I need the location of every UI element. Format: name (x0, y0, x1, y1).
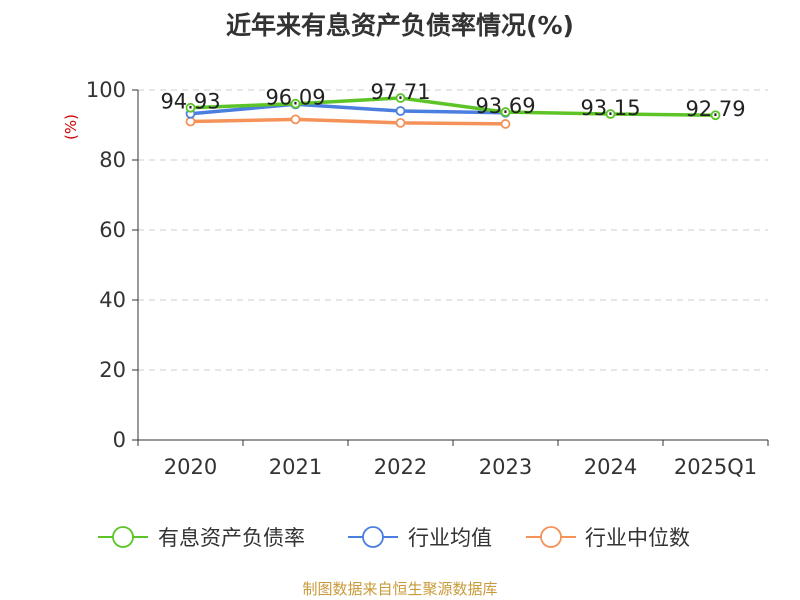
series-line (188, 117, 508, 126)
data-label: 97.71 (370, 80, 430, 104)
data-point (395, 93, 406, 103)
data-point (605, 109, 616, 119)
x-tick-label: 2021 (269, 455, 322, 479)
data-label: 92.79 (685, 97, 745, 121)
data-label: 94.93 (160, 90, 220, 114)
data-point (500, 119, 511, 129)
data-point (500, 107, 511, 117)
legend-swatch-marker (540, 526, 562, 548)
y-tick-label: 100 (86, 78, 126, 102)
legend-swatch-marker (112, 526, 134, 548)
data-point (395, 106, 406, 116)
legend-label: 行业均值 (408, 526, 492, 550)
chart-title: 近年来有息资产负债率情况(%) (226, 11, 574, 40)
data-source-footer: 制图数据来自恒生聚源数据库 (302, 580, 498, 598)
y-tick-label: 80 (99, 148, 126, 172)
data-point (185, 102, 196, 113)
y-tick-label: 40 (99, 288, 126, 312)
data-label: 93.69 (475, 94, 535, 118)
x-tick-label: 2020 (164, 455, 217, 479)
data-point (290, 114, 301, 125)
y-tick-label: 60 (99, 218, 126, 242)
y-tick-label: 0 (113, 428, 126, 452)
data-label: 93.15 (580, 96, 640, 120)
data-label: 96.09 (265, 86, 325, 110)
x-tick-label: 2024 (584, 455, 637, 479)
legend-label: 有息资产负债率 (158, 526, 305, 550)
legend-swatch-marker (362, 526, 384, 548)
series-line (188, 96, 718, 117)
x-tick-label: 2025Q1 (674, 455, 757, 479)
series-line (188, 102, 508, 116)
x-tick-label: 2023 (479, 455, 532, 479)
data-point (710, 110, 721, 121)
x-tick-label: 2022 (374, 455, 427, 479)
data-point (290, 98, 301, 109)
y-axis-label: (%) (62, 114, 80, 140)
data-point (395, 118, 406, 128)
legend-label: 行业中位数 (585, 526, 690, 550)
y-tick-label: 20 (99, 358, 126, 382)
